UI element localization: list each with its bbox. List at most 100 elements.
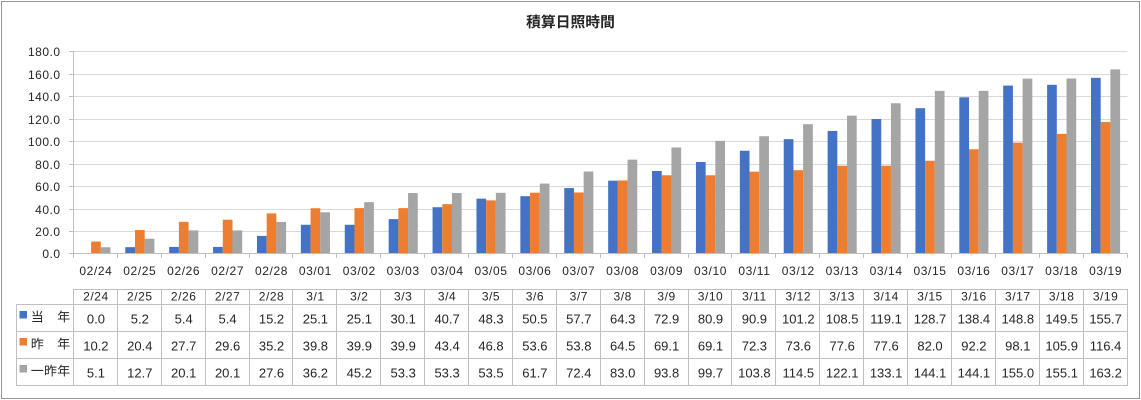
svg-text:53.3: 53.3	[391, 366, 416, 381]
svg-text:5.1: 5.1	[87, 366, 105, 381]
svg-text:3/11: 3/11	[742, 290, 767, 304]
svg-text:72.4: 72.4	[566, 366, 591, 381]
svg-text:03/17: 03/17	[1001, 264, 1034, 278]
svg-text:60.0: 60.0	[35, 180, 60, 194]
svg-text:2/24: 2/24	[83, 290, 109, 304]
svg-text:133.1: 133.1	[870, 366, 903, 381]
svg-text:46.8: 46.8	[478, 339, 503, 354]
svg-text:03/14: 03/14	[870, 264, 903, 278]
svg-text:03/05: 03/05	[474, 264, 507, 278]
svg-text:105.9: 105.9	[1045, 339, 1078, 354]
svg-text:03/13: 03/13	[826, 264, 859, 278]
svg-text:02/26: 02/26	[167, 264, 200, 278]
svg-text:12.7: 12.7	[127, 366, 152, 381]
svg-text:144.1: 144.1	[958, 366, 991, 381]
svg-text:3/3: 3/3	[394, 290, 412, 304]
svg-text:53.3: 53.3	[434, 366, 459, 381]
svg-text:2/28: 2/28	[259, 290, 285, 304]
svg-text:3/10: 3/10	[698, 290, 724, 304]
svg-text:03/19: 03/19	[1089, 264, 1122, 278]
svg-text:39.9: 39.9	[391, 339, 416, 354]
svg-text:99.7: 99.7	[698, 366, 723, 381]
svg-text:3/6: 3/6	[526, 290, 544, 304]
svg-text:30.1: 30.1	[391, 312, 416, 327]
svg-text:128.7: 128.7	[914, 312, 947, 327]
svg-text:3/17: 3/17	[1005, 290, 1031, 304]
svg-text:03/03: 03/03	[387, 264, 420, 278]
svg-text:155.7: 155.7	[1089, 312, 1122, 327]
svg-text:03/12: 03/12	[782, 264, 815, 278]
svg-text:3/12: 3/12	[786, 290, 812, 304]
svg-text:92.2: 92.2	[961, 339, 986, 354]
svg-text:0.0: 0.0	[42, 247, 60, 261]
svg-text:03/18: 03/18	[1045, 264, 1078, 278]
svg-text:122.1: 122.1	[826, 366, 859, 381]
svg-text:03/04: 03/04	[431, 264, 464, 278]
svg-text:50.5: 50.5	[522, 312, 547, 327]
svg-text:120.0: 120.0	[28, 113, 61, 127]
svg-text:3/9: 3/9	[657, 290, 675, 304]
svg-text:5.2: 5.2	[131, 312, 149, 327]
svg-text:138.4: 138.4	[958, 312, 991, 327]
svg-text:69.1: 69.1	[698, 339, 723, 354]
svg-text:140.0: 140.0	[28, 90, 61, 104]
svg-text:40.0: 40.0	[35, 203, 60, 217]
svg-text:148.8: 148.8	[1002, 312, 1035, 327]
svg-text:80.9: 80.9	[698, 312, 723, 327]
svg-text:61.7: 61.7	[522, 366, 547, 381]
svg-text:03/08: 03/08	[606, 264, 639, 278]
svg-text:160.0: 160.0	[28, 68, 61, 82]
svg-text:155.0: 155.0	[1002, 366, 1035, 381]
svg-text:5.4: 5.4	[175, 312, 193, 327]
svg-text:2/25: 2/25	[127, 290, 153, 304]
svg-text:36.2: 36.2	[303, 366, 328, 381]
svg-text:77.6: 77.6	[873, 339, 898, 354]
svg-text:3/15: 3/15	[917, 290, 943, 304]
svg-text:27.7: 27.7	[171, 339, 196, 354]
svg-text:72.3: 72.3	[742, 339, 767, 354]
svg-text:03/01: 03/01	[299, 264, 332, 278]
svg-text:20.1: 20.1	[171, 366, 196, 381]
svg-text:3/13: 3/13	[829, 290, 855, 304]
svg-text:80.0: 80.0	[35, 158, 60, 172]
svg-text:155.1: 155.1	[1045, 366, 1078, 381]
svg-text:15.2: 15.2	[259, 312, 284, 327]
svg-text:98.1: 98.1	[1005, 339, 1030, 354]
svg-text:25.1: 25.1	[303, 312, 328, 327]
svg-text:53.5: 53.5	[478, 366, 503, 381]
svg-text:2/27: 2/27	[215, 290, 241, 304]
svg-text:149.5: 149.5	[1045, 312, 1078, 327]
svg-text:03/11: 03/11	[738, 264, 770, 278]
svg-text:03/06: 03/06	[518, 264, 551, 278]
svg-text:27.6: 27.6	[259, 366, 284, 381]
svg-text:35.2: 35.2	[259, 339, 284, 354]
svg-text:82.0: 82.0	[917, 339, 942, 354]
svg-text:93.8: 93.8	[654, 366, 679, 381]
svg-text:03/09: 03/09	[650, 264, 683, 278]
svg-text:10.2: 10.2	[83, 339, 108, 354]
svg-text:53.6: 53.6	[522, 339, 547, 354]
svg-text:3/16: 3/16	[961, 290, 987, 304]
svg-text:144.1: 144.1	[914, 366, 947, 381]
svg-text:3/18: 3/18	[1049, 290, 1075, 304]
svg-text:03/10: 03/10	[694, 264, 727, 278]
svg-text:5.4: 5.4	[219, 312, 237, 327]
svg-text:163.2: 163.2	[1089, 366, 1122, 381]
svg-text:20.4: 20.4	[127, 339, 152, 354]
svg-text:100.0: 100.0	[28, 135, 61, 149]
svg-text:77.6: 77.6	[830, 339, 855, 354]
svg-text:29.6: 29.6	[215, 339, 240, 354]
svg-text:02/28: 02/28	[255, 264, 288, 278]
svg-text:02/25: 02/25	[123, 264, 156, 278]
svg-text:39.9: 39.9	[347, 339, 372, 354]
svg-text:2/26: 2/26	[171, 290, 197, 304]
svg-text:180.0: 180.0	[28, 45, 61, 59]
svg-text:3/1: 3/1	[306, 290, 324, 304]
svg-text:39.8: 39.8	[303, 339, 328, 354]
svg-text:73.6: 73.6	[786, 339, 811, 354]
svg-text:02/27: 02/27	[211, 264, 244, 278]
svg-text:116.4: 116.4	[1090, 339, 1122, 354]
svg-text:3/8: 3/8	[614, 290, 632, 304]
svg-text:53.8: 53.8	[566, 339, 591, 354]
svg-text:114.5: 114.5	[783, 366, 815, 381]
